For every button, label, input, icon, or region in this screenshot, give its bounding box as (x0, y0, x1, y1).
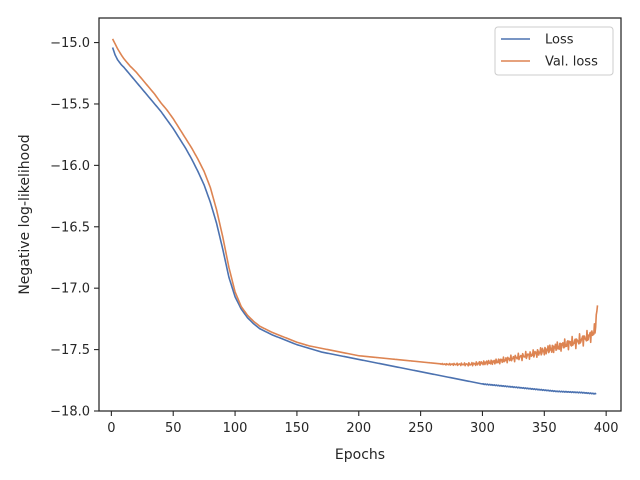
y-tick-label: −15.5 (50, 97, 90, 112)
x-tick-label: 300 (470, 421, 495, 436)
legend-label-loss: Loss (545, 33, 574, 48)
series-line-val-loss (111, 38, 599, 367)
x-tick-label: 400 (594, 421, 619, 436)
y-tick-label: −15.0 (50, 36, 90, 51)
y-tick-label: −16.5 (50, 220, 90, 235)
legend-label-val-loss: Val. loss (545, 55, 598, 70)
x-tick-label: 350 (532, 421, 557, 436)
x-tick-label: 150 (285, 421, 310, 436)
axes-frame (98, 17, 622, 412)
plot-area (98, 17, 622, 412)
y-axis-label: Negative log-likelihood (17, 134, 33, 294)
y-tick-label: −17.5 (50, 343, 90, 358)
y-tick-label: −17.0 (50, 282, 90, 297)
x-tick-label: 50 (165, 421, 182, 436)
x-tick-label: 100 (223, 421, 248, 436)
legend: Loss Val. loss (494, 26, 614, 76)
x-tick-label: 200 (346, 421, 371, 436)
y-tick-label: −16.0 (50, 159, 90, 174)
y-tick-label: −18.0 (50, 405, 90, 420)
x-tick-label: 0 (107, 421, 115, 436)
y-axis-ticks: −15.0 −15.5 −16.0 −16.5 −17.0 −17.5 −18.0 (50, 36, 99, 420)
x-axis-label: Epochs (335, 447, 385, 463)
series-layer (111, 38, 599, 395)
series-line-loss (111, 47, 597, 395)
x-tick-label: 250 (408, 421, 433, 436)
x-axis-ticks: 0 50 100 150 200 250 300 350 400 (107, 411, 619, 436)
